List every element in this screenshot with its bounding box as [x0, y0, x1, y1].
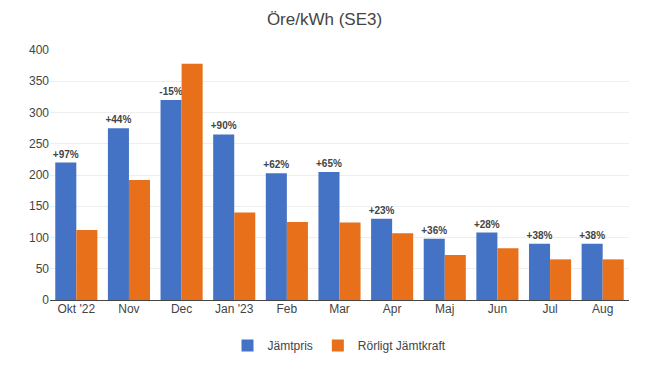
svg-text:Apr: Apr [383, 302, 402, 316]
svg-text:+62%: +62% [263, 159, 289, 170]
svg-text:+65%: +65% [316, 158, 342, 169]
svg-text:-15%: -15% [159, 86, 182, 97]
svg-text:Okt '22: Okt '22 [57, 302, 95, 316]
svg-text:300: 300 [29, 106, 49, 120]
svg-text:200: 200 [29, 168, 49, 182]
svg-text:50: 50 [36, 262, 50, 276]
svg-text:Öre/kWh (SE3): Öre/kWh (SE3) [267, 10, 382, 29]
svg-text:Jan '23: Jan '23 [215, 302, 254, 316]
svg-text:150: 150 [29, 199, 49, 213]
svg-text:Aug: Aug [592, 302, 613, 316]
svg-text:+23%: +23% [369, 205, 395, 216]
svg-text:+97%: +97% [53, 149, 79, 160]
svg-text:Jämtpris: Jämtpris [268, 339, 313, 353]
svg-text:0: 0 [42, 293, 49, 307]
svg-text:400: 400 [29, 43, 49, 57]
svg-text:+38%: +38% [579, 230, 605, 241]
svg-text:350: 350 [29, 74, 49, 88]
svg-text:Feb: Feb [277, 302, 298, 316]
svg-text:250: 250 [29, 137, 49, 151]
svg-text:+36%: +36% [421, 225, 447, 236]
svg-text:Jun: Jun [488, 302, 507, 316]
svg-text:+90%: +90% [211, 120, 237, 131]
svg-text:100: 100 [29, 231, 49, 245]
svg-text:+28%: +28% [474, 219, 500, 230]
svg-text:Maj: Maj [435, 302, 454, 316]
svg-text:Dec: Dec [171, 302, 192, 316]
svg-text:+44%: +44% [105, 114, 131, 125]
svg-text:Jul: Jul [542, 302, 557, 316]
svg-text:Nov: Nov [118, 302, 139, 316]
svg-text:Rörligt Jämtkraft: Rörligt Jämtkraft [358, 339, 446, 353]
svg-text:+38%: +38% [527, 230, 553, 241]
svg-text:Mar: Mar [329, 302, 350, 316]
